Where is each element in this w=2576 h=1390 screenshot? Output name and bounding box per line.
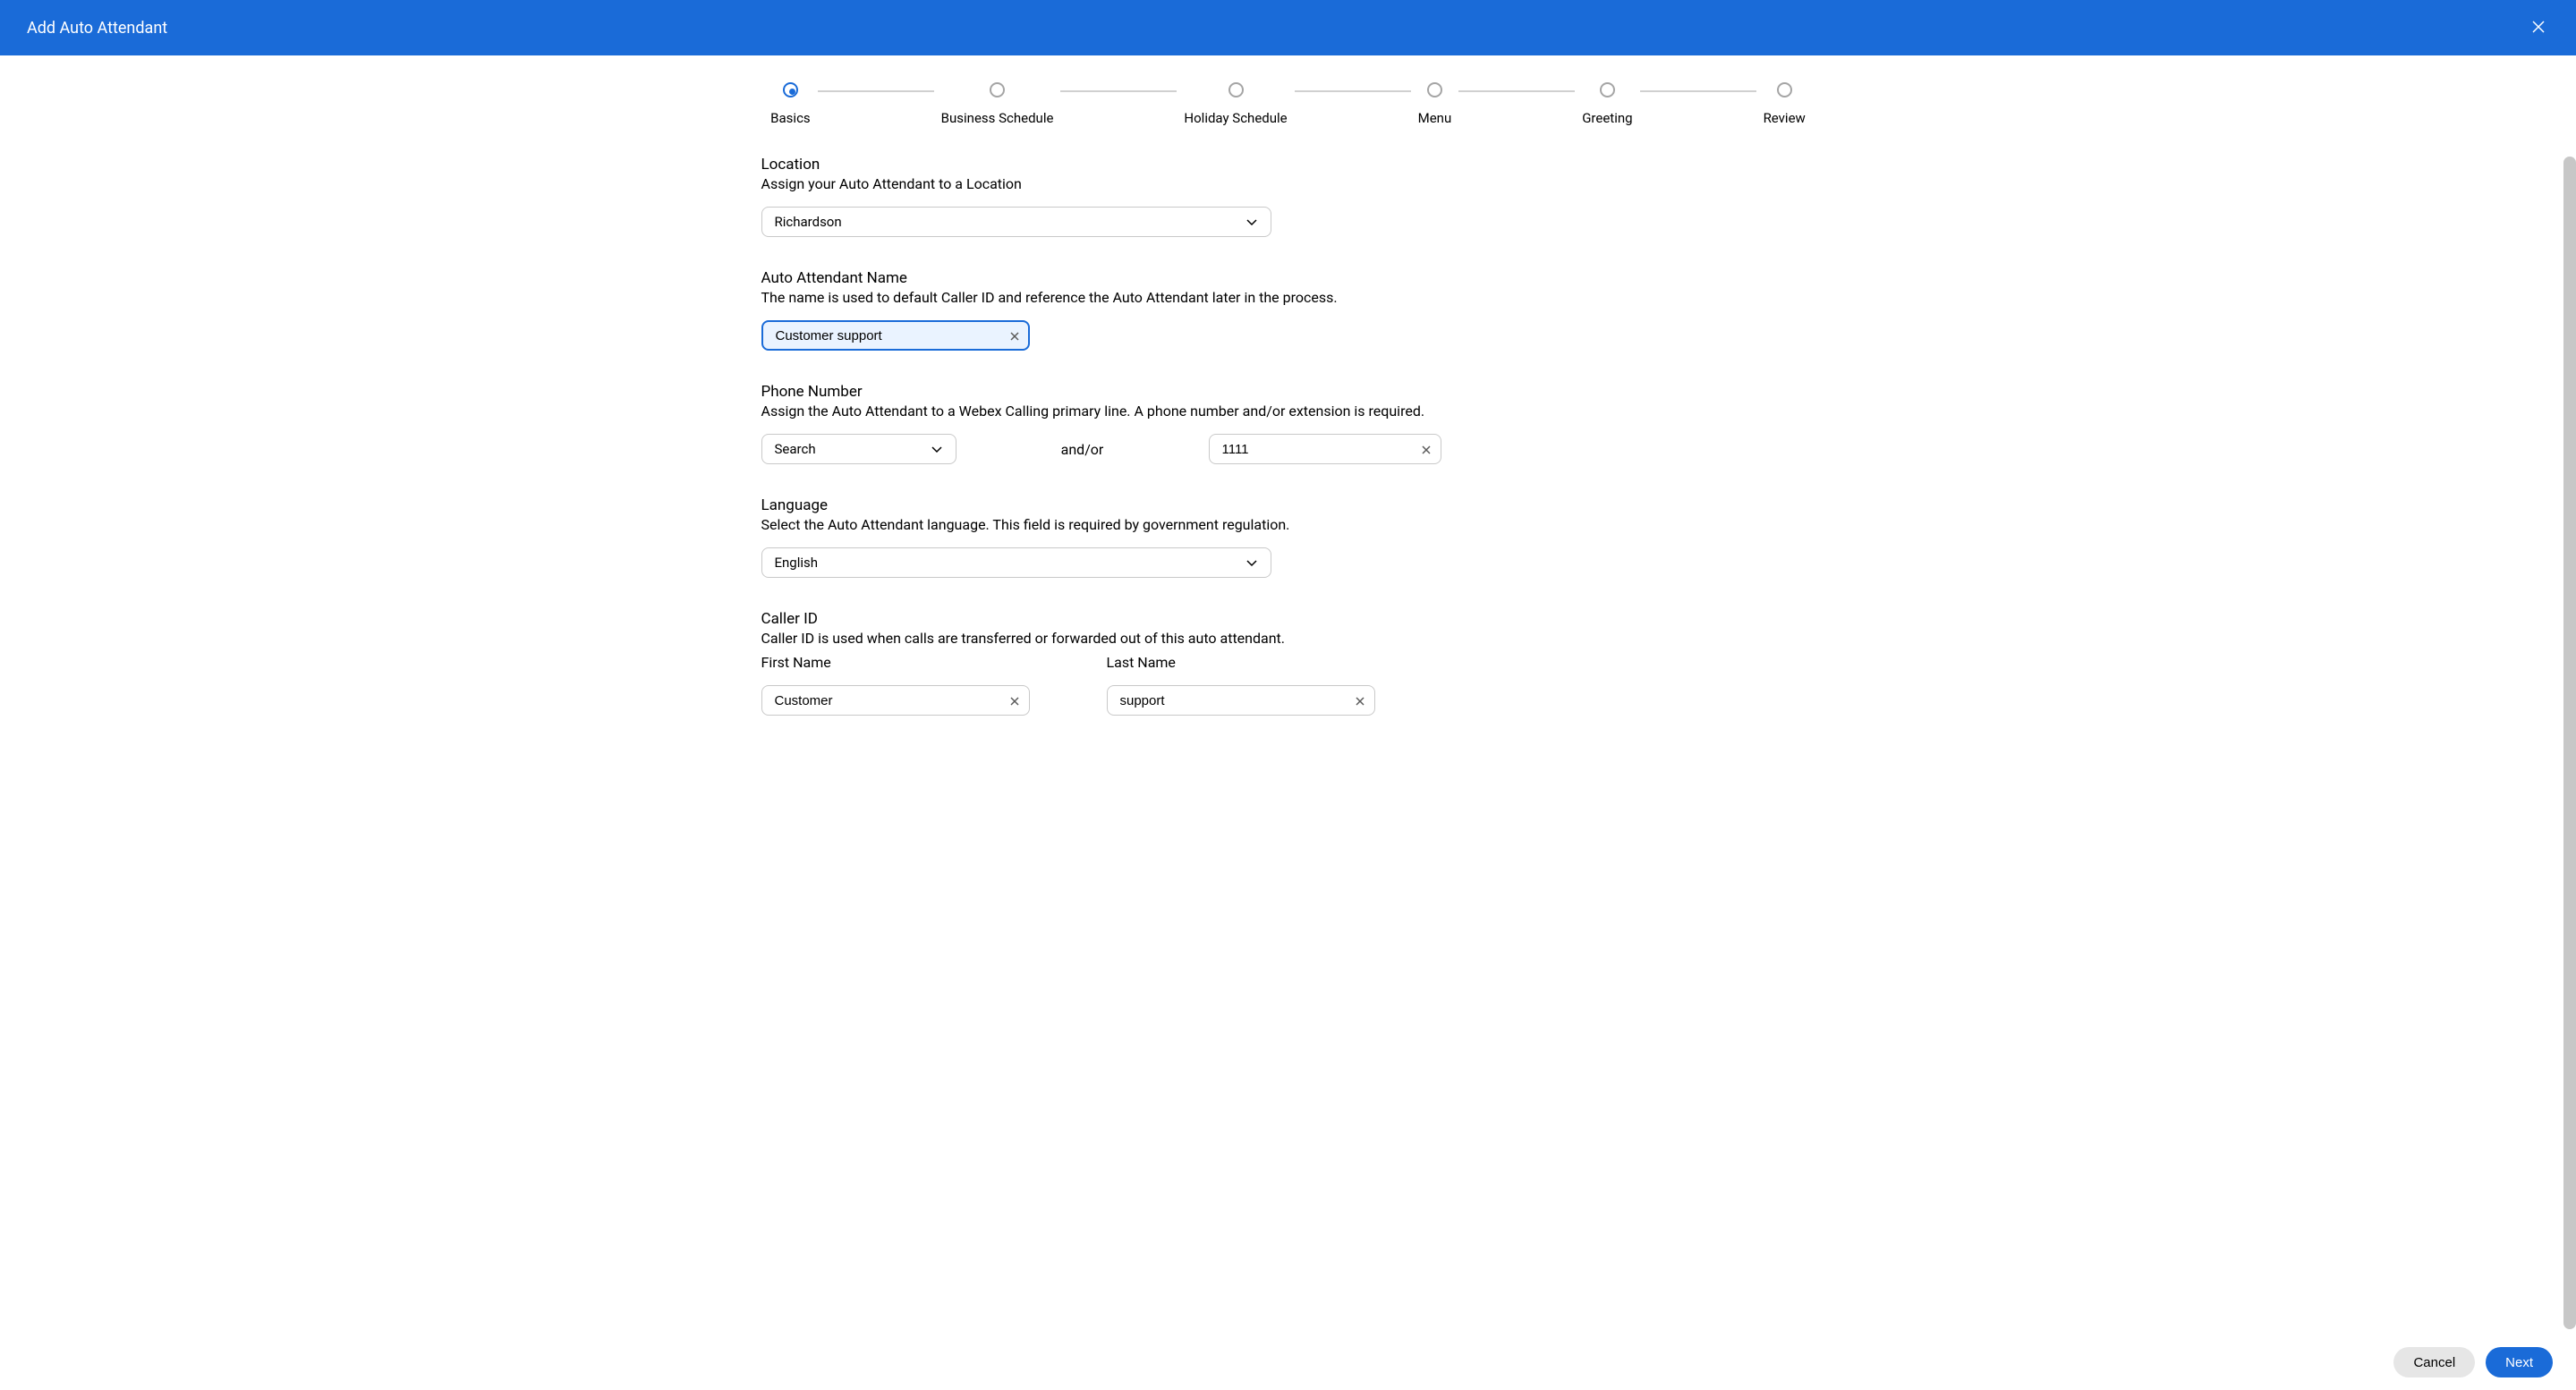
step-circle-icon xyxy=(1600,82,1615,97)
step-label: Holiday Schedule xyxy=(1184,110,1287,126)
name-desc: The name is used to default Caller ID an… xyxy=(761,289,1815,306)
language-select[interactable]: English xyxy=(761,547,1271,578)
step-circle-icon xyxy=(1777,82,1792,97)
step-business-schedule[interactable]: Business Schedule xyxy=(941,82,1054,126)
location-desc: Assign your Auto Attendant to a Location xyxy=(761,175,1815,192)
cancel-button[interactable]: Cancel xyxy=(2393,1347,2475,1377)
name-title: Auto Attendant Name xyxy=(761,269,1815,287)
close-icon xyxy=(1010,692,1019,709)
close-icon xyxy=(2532,20,2545,37)
modal-title: Add Auto Attendant xyxy=(27,19,167,38)
step-circle-icon xyxy=(1427,82,1442,97)
step-holiday-schedule[interactable]: Holiday Schedule xyxy=(1184,82,1287,126)
step-connector xyxy=(1060,90,1177,92)
name-section: Auto Attendant Name The name is used to … xyxy=(761,269,1815,351)
step-connector xyxy=(1295,90,1411,92)
phone-desc: Assign the Auto Attendant to a Webex Cal… xyxy=(761,403,1815,420)
step-label: Business Schedule xyxy=(941,110,1054,126)
last-name-label: Last Name xyxy=(1107,654,1375,671)
close-icon xyxy=(1010,327,1019,344)
step-connector xyxy=(1640,90,1756,92)
step-circle-icon xyxy=(783,82,798,97)
chevron-down-icon xyxy=(1245,216,1258,228)
phone-section: Phone Number Assign the Auto Attendant t… xyxy=(761,383,1815,464)
language-section: Language Select the Auto Attendant langu… xyxy=(761,496,1815,578)
step-review[interactable]: Review xyxy=(1764,82,1806,126)
clear-extension-button[interactable] xyxy=(1418,441,1434,457)
chevron-down-icon xyxy=(931,443,943,455)
scrollbar-thumb[interactable] xyxy=(2563,157,2576,1329)
location-title: Location xyxy=(761,156,1815,174)
language-desc: Select the Auto Attendant language. This… xyxy=(761,516,1815,533)
step-circle-icon xyxy=(990,82,1005,97)
step-label: Menu xyxy=(1418,110,1452,126)
step-connector xyxy=(1458,90,1575,92)
close-icon xyxy=(1422,441,1431,458)
close-icon xyxy=(1356,692,1365,709)
attendant-name-input[interactable] xyxy=(761,320,1030,351)
callerid-section: Caller ID Caller ID is used when calls a… xyxy=(761,610,1815,716)
step-label: Greeting xyxy=(1582,110,1632,126)
add-auto-attendant-modal: Add Auto Attendant Basics Business Sched… xyxy=(0,0,2576,1390)
step-label: Review xyxy=(1764,110,1806,126)
step-label: Basics xyxy=(770,110,811,126)
callerid-desc: Caller ID is used when calls are transfe… xyxy=(761,630,1815,647)
clear-last-name-button[interactable] xyxy=(1352,692,1368,708)
modal-header: Add Auto Attendant xyxy=(0,0,2576,55)
chevron-down-icon xyxy=(1245,556,1258,569)
location-select-value: Richardson xyxy=(775,214,842,230)
callerid-title: Caller ID xyxy=(761,610,1815,628)
step-connector xyxy=(818,90,934,92)
phone-title: Phone Number xyxy=(761,383,1815,401)
clear-first-name-button[interactable] xyxy=(1007,692,1023,708)
location-select[interactable]: Richardson xyxy=(761,207,1271,237)
phone-number-placeholder: Search xyxy=(775,441,816,457)
modal-footer: Cancel Next xyxy=(0,1335,2576,1390)
andor-label: and/or xyxy=(956,441,1209,458)
stepper: Basics Business Schedule Holiday Schedul… xyxy=(0,55,2576,151)
last-name-input[interactable] xyxy=(1107,685,1375,716)
step-menu[interactable]: Menu xyxy=(1418,82,1452,126)
first-name-label: First Name xyxy=(761,654,1030,671)
language-select-value: English xyxy=(775,555,819,571)
next-button[interactable]: Next xyxy=(2486,1347,2553,1377)
extension-input[interactable] xyxy=(1209,434,1441,464)
language-title: Language xyxy=(761,496,1815,514)
step-basics[interactable]: Basics xyxy=(770,82,811,126)
step-circle-icon xyxy=(1228,82,1244,97)
first-name-input[interactable] xyxy=(761,685,1030,716)
form-body: Location Assign your Auto Attendant to a… xyxy=(0,151,2576,1335)
step-greeting[interactable]: Greeting xyxy=(1582,82,1632,126)
scrollbar[interactable] xyxy=(2563,157,2576,1329)
clear-name-button[interactable] xyxy=(1007,327,1023,343)
phone-number-select[interactable]: Search xyxy=(761,434,956,464)
location-section: Location Assign your Auto Attendant to a… xyxy=(761,156,1815,237)
close-button[interactable] xyxy=(2528,17,2549,38)
